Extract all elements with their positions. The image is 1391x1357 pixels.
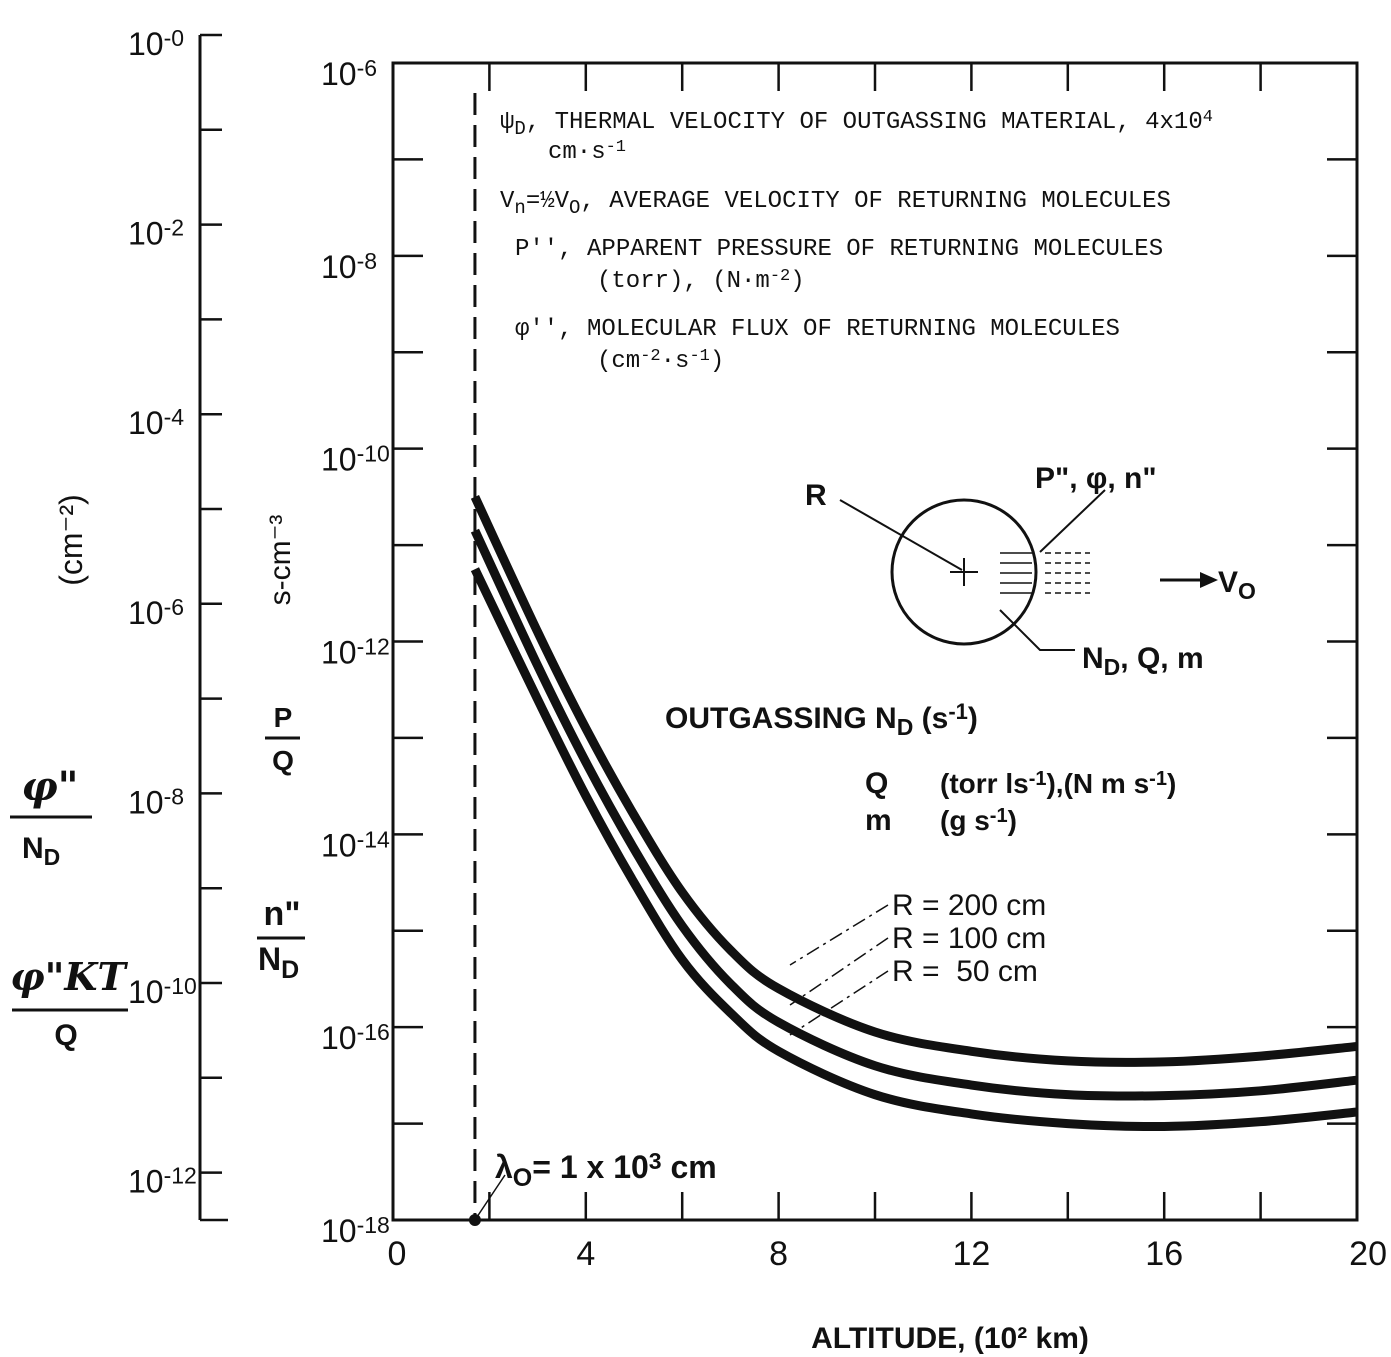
series-leader-r200 <box>789 904 889 966</box>
x-tick-label: 20 <box>1349 1235 1387 1273</box>
x-tick-label: 8 <box>769 1235 788 1273</box>
inset-p-label: P", φ, n" <box>1035 462 1157 495</box>
x-tick-label: 12 <box>952 1235 990 1273</box>
curve-r100 <box>470 528 1358 1101</box>
inset-nd-label: ND, Q, m <box>1082 642 1204 680</box>
left-secondary-axis: 10-0 10-2 10-4 10-6 10-8 10-10 10-12 (cm⁻²) φ" ND… <box>10 25 305 1222</box>
data-curves <box>470 494 1358 1132</box>
left-y-tick-label: 10-2 <box>128 214 184 251</box>
pq-denominator: Q <box>272 745 294 776</box>
legend-thermal-velocity: ψD, THERMAL VELOCITY OF OUTGASSING MATER… <box>500 108 1213 139</box>
series-leader-r100 <box>789 937 889 1006</box>
phikt-numerator: φ"KT <box>10 954 128 999</box>
phi-numerator: φ" <box>21 763 78 810</box>
legend-molecular-flux-unit: (cm-2·s-1) <box>597 347 724 375</box>
annotations: λO= 1 x 103 cm ψD, THERMAL VELOCITY OF OU… <box>468 93 1256 1226</box>
outgassing-q-symbol: Q <box>865 767 888 800</box>
x-tick-label: 4 <box>576 1235 595 1273</box>
lambda-label: λO= 1 x 103 cm <box>495 1148 717 1192</box>
main-y-tick-label: 10-12 <box>321 633 390 670</box>
left-y-tick-label: 10-8 <box>128 783 184 820</box>
outgassing-q-text: (torr ls-1),(N m s-1) <box>940 768 1176 799</box>
inset-p-leader <box>1039 489 1106 553</box>
legend-apparent-pressure-unit: (torr), (N·m-2) <box>597 267 805 295</box>
x-axis-label: ALTITUDE, (10² km) <box>811 1322 1089 1355</box>
left-y-tick-label: 10-4 <box>128 404 184 441</box>
legend-apparent-pressure: P′′, APPARENT PRESSURE OF RETURNING MOLE… <box>515 236 1163 263</box>
curve-r200 <box>470 494 1358 1067</box>
outgassing-m-symbol: m <box>865 804 892 837</box>
legend-thermal-velocity-unit: cm·s-1 <box>548 138 626 166</box>
main-y-tick-label: 10-6 <box>321 55 377 92</box>
mid-unit-label: s-cm⁻³ <box>264 515 297 606</box>
pq-numerator: P <box>274 702 293 733</box>
n-denominator: ND <box>258 941 299 984</box>
curve-r50 <box>470 567 1358 1132</box>
n-numerator: n" <box>264 895 301 933</box>
inset-radius-leader <box>839 499 963 571</box>
main-plot-axes: 10-6 10-8 10-10 10-12 10-14 10-16 10-180 4 8 12 16… <box>321 55 1387 1355</box>
inset-nd-leader <box>999 609 1075 651</box>
left-unit-label: (cm⁻²) <box>53 494 89 586</box>
inset-velocity-arrowhead <box>1200 572 1218 588</box>
series-leader-r50 <box>789 970 889 1036</box>
outgassing-title: OUTGASSING ND (s-1) <box>665 699 978 740</box>
outgassing-m-text: (g s-1) <box>940 805 1017 836</box>
left-y-tick-label: 10-6 <box>128 594 184 631</box>
left-y-tick-label: 10-0 <box>128 25 184 62</box>
series-label-r50: R = 50 cm <box>892 955 1038 988</box>
phikt-denominator: Q <box>54 1019 77 1052</box>
lambda-leader <box>474 1174 506 1221</box>
legend-average-velocity: Vn=½VO, AVERAGE VELOCITY OF RETURNING MO… <box>500 188 1171 219</box>
series-label-r100: R = 100 cm <box>892 922 1046 955</box>
main-y-tick-label: 10-18 <box>321 1212 390 1249</box>
series-label-r200: R = 200 cm <box>892 889 1046 922</box>
legend-molecular-flux: φ′′, MOLECULAR FLUX OF RETURNING MOLECUL… <box>515 316 1120 343</box>
main-y-tick-label: 10-8 <box>321 248 377 285</box>
x-tick-label: 0 <box>388 1235 407 1273</box>
main-y-tick-label: 10-16 <box>321 1019 390 1056</box>
left-y-tick-label: 10-10 <box>128 973 197 1010</box>
inset-sphere <box>890 498 1038 646</box>
inset-r-label: R <box>805 479 827 512</box>
x-tick-label: 16 <box>1145 1235 1183 1273</box>
main-y-tick-label: 10-14 <box>321 826 390 863</box>
phi-denominator: ND <box>22 832 60 870</box>
main-y-tick-label: 10-10 <box>321 440 390 477</box>
left-y-tick-label: 10-12 <box>128 1162 197 1199</box>
inset-v-label: VO <box>1218 566 1256 604</box>
